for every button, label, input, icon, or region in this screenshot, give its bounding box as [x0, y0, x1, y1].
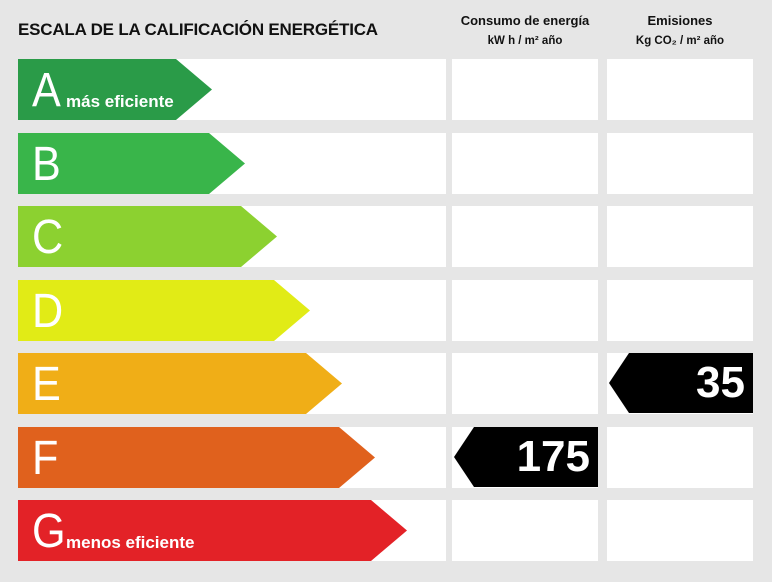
- consumo-cell-d: [452, 280, 598, 341]
- rating-arrow-e: [18, 353, 342, 414]
- consumo-cell-g: [452, 500, 598, 561]
- rating-arrow-shape-f: [18, 427, 375, 488]
- emisiones-cell-g: [607, 500, 753, 561]
- rating-description-a: más eficiente: [66, 92, 174, 111]
- rating-arrow-shape-a: [18, 59, 212, 120]
- rating-arrow-shape-c: [18, 206, 277, 267]
- emisiones-title: Emisiones: [647, 13, 713, 28]
- consumo-cell-e: [452, 353, 598, 414]
- rating-description-g: menos eficiente: [66, 533, 195, 552]
- rating-band-b: B: [18, 133, 245, 194]
- emisiones-cell-f: [607, 427, 753, 488]
- consumo-marker-value: 175: [516, 432, 590, 481]
- consumo-cell-c: [452, 206, 598, 267]
- rating-arrow-b: [18, 133, 245, 194]
- emisiones-marker-value: 35: [696, 358, 745, 407]
- consumo-marker: 175: [454, 427, 598, 487]
- emisiones-cell-a: [607, 59, 753, 120]
- consumo-title: Consumo de energía: [460, 13, 590, 28]
- rating-letter-b: B: [32, 138, 61, 191]
- emisiones-unit: Kg CO₂ / m² año: [635, 35, 725, 47]
- rating-band-c: C: [18, 206, 277, 267]
- rating-arrow-a: [18, 59, 212, 120]
- rating-arrow-d: [18, 280, 310, 341]
- rating-arrow-f: [18, 427, 375, 488]
- rating-arrow-shape-d: [18, 280, 310, 341]
- rating-band-d: D: [18, 280, 310, 341]
- rating-band-f: F: [18, 427, 375, 488]
- consumo-cell-a: [452, 59, 598, 120]
- rating-letter-f: F: [32, 432, 59, 485]
- rating-letter-c: C: [32, 211, 64, 264]
- emisiones-cell-d: [607, 280, 753, 341]
- consumo-unit: kW h / m² año: [487, 35, 563, 47]
- consumo-marker-arrow: [454, 427, 598, 487]
- emisiones-cell-b: [607, 133, 753, 194]
- rating-arrow-c: [18, 206, 277, 267]
- emisiones-marker-arrow-shape: [609, 353, 753, 413]
- emisiones-marker-arrow: [609, 353, 753, 413]
- consumo-cell-b: [452, 133, 598, 194]
- rating-letter-d: D: [32, 285, 64, 338]
- emisiones-cell-c: [607, 206, 753, 267]
- rating-band-e: E: [18, 353, 342, 414]
- rating-arrow-g: [18, 500, 407, 561]
- rating-letter-g: G: [32, 505, 66, 558]
- rating-letter-e: E: [32, 358, 61, 411]
- consumo-marker-arrow-shape: [454, 427, 598, 487]
- emisiones-header: Emisiones Kg CO₂ / m² año: [607, 11, 753, 51]
- emisiones-marker: 35: [609, 353, 753, 413]
- page-title: ESCALA DE LA CALIFICACIÓN ENERGÉTICA: [18, 20, 378, 39]
- consumo-header: Consumo de energía kW h / m² año: [452, 11, 598, 51]
- rating-arrow-shape-e: [18, 353, 342, 414]
- rating-arrow-shape-b: [18, 133, 245, 194]
- rating-letter-a: A: [32, 64, 61, 117]
- rating-arrow-shape-g: [18, 500, 407, 561]
